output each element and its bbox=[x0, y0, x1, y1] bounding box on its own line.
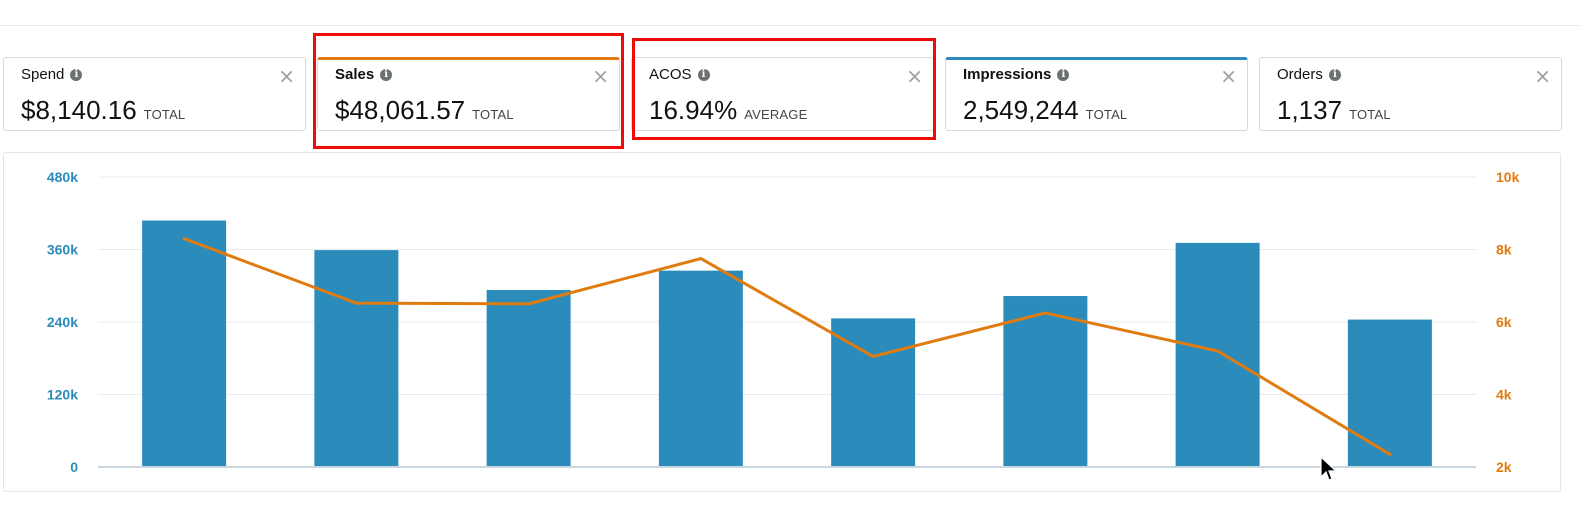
line-series bbox=[182, 237, 1392, 456]
line-point bbox=[1216, 349, 1220, 353]
close-icon[interactable]: × bbox=[1220, 64, 1237, 88]
metric-card-acos[interactable]: ACOS i × 16.94% AVERAGE bbox=[631, 57, 934, 131]
top-divider bbox=[0, 25, 1580, 26]
metric-card-spend[interactable]: Spend i × $8,140.16 TOTAL bbox=[3, 57, 306, 131]
bar bbox=[142, 220, 227, 466]
card-label: Sales i bbox=[335, 66, 393, 83]
close-icon[interactable]: × bbox=[592, 64, 609, 88]
left-axis-tick-label: 240k bbox=[47, 314, 78, 330]
card-value: 16.94% AVERAGE bbox=[649, 95, 808, 125]
line-point bbox=[1043, 311, 1047, 315]
info-icon[interactable]: i bbox=[1057, 68, 1070, 81]
line-point bbox=[1388, 452, 1392, 456]
left-axis-tick-label: 360k bbox=[47, 242, 78, 258]
metric-card-orders[interactable]: Orders i × 1,137 TOTAL bbox=[1259, 57, 1562, 131]
info-icon[interactable]: i bbox=[1328, 68, 1341, 81]
card-label: Orders i bbox=[1277, 66, 1341, 83]
right-axis-tick-label: 10k bbox=[1496, 169, 1520, 185]
card-aggregate: TOTAL bbox=[1349, 107, 1391, 122]
bar bbox=[314, 250, 399, 466]
line-point bbox=[354, 301, 358, 305]
mouse-cursor-icon bbox=[1320, 456, 1338, 481]
left-axis-tick-label: 120k bbox=[47, 387, 78, 403]
bar bbox=[486, 289, 571, 466]
right-axis-tick-label: 8k bbox=[1496, 242, 1512, 258]
close-icon[interactable]: × bbox=[1534, 64, 1551, 88]
card-aggregate: AVERAGE bbox=[744, 107, 808, 122]
info-icon[interactable]: i bbox=[380, 68, 393, 81]
metric-card-sales[interactable]: Sales i × $48,061.57 TOTAL bbox=[317, 57, 620, 131]
line-point bbox=[527, 302, 531, 306]
left-axis-tick-label: 0 bbox=[70, 459, 78, 475]
card-value: 1,137 TOTAL bbox=[1277, 95, 1391, 125]
card-label: Spend i bbox=[21, 66, 83, 83]
bar bbox=[1175, 242, 1260, 466]
right-axis-tick-label: 2k bbox=[1496, 459, 1512, 475]
bar bbox=[658, 270, 743, 466]
close-icon[interactable]: × bbox=[278, 64, 295, 88]
card-aggregate: TOTAL bbox=[472, 107, 514, 122]
card-value: $48,061.57 TOTAL bbox=[335, 95, 514, 125]
left-axis-tick-label: 480k bbox=[47, 169, 78, 185]
card-value: 2,549,244 TOTAL bbox=[963, 95, 1128, 125]
card-label: ACOS i bbox=[649, 66, 710, 83]
metric-card-impressions[interactable]: Impressions i × 2,549,244 TOTAL bbox=[945, 57, 1248, 131]
right-axis-tick-label: 6k bbox=[1496, 314, 1512, 330]
bar bbox=[1003, 296, 1088, 466]
right-axis-tick-label: 4k bbox=[1496, 387, 1512, 403]
card-aggregate: TOTAL bbox=[143, 107, 186, 122]
info-icon[interactable]: i bbox=[697, 68, 710, 81]
info-icon[interactable]: i bbox=[70, 68, 83, 81]
line-point bbox=[182, 237, 186, 241]
close-icon[interactable]: × bbox=[906, 64, 923, 88]
bar bbox=[1347, 319, 1432, 466]
line-point bbox=[699, 257, 703, 261]
card-aggregate: TOTAL bbox=[1085, 107, 1128, 122]
card-label: Impressions i bbox=[963, 66, 1070, 83]
card-value: $8,140.16 TOTAL bbox=[21, 95, 186, 125]
line-point bbox=[871, 354, 875, 358]
bar bbox=[831, 318, 916, 466]
